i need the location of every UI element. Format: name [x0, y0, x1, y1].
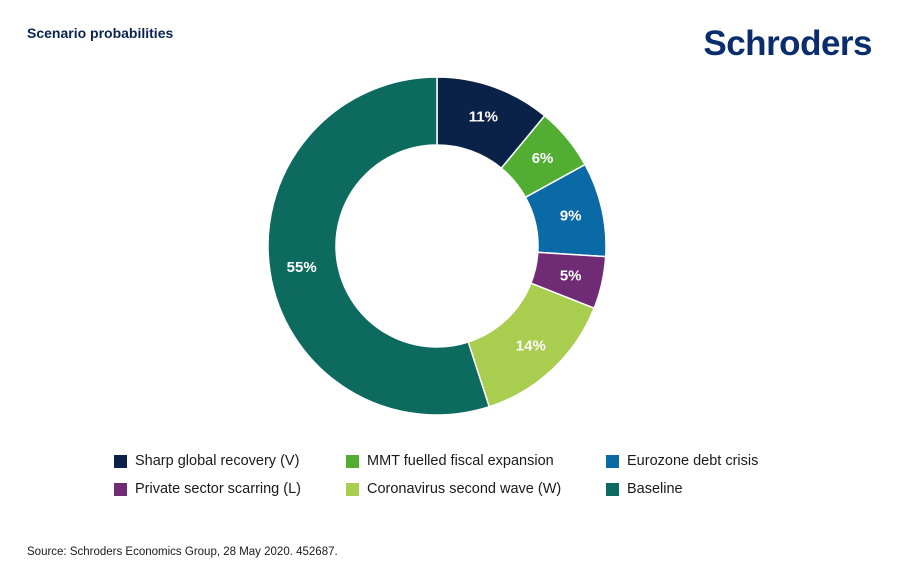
legend-swatch: [606, 482, 619, 496]
slice-label-5: 55%: [287, 259, 317, 276]
legend-swatch: [114, 482, 127, 496]
legend-item-baseline: Baseline: [606, 481, 683, 497]
chart-title: Scenario probabilities: [27, 25, 174, 41]
legend-label: Eurozone debt crisis: [627, 453, 759, 469]
source-note: Source: Schroders Economics Group, 28 Ma…: [27, 546, 338, 558]
donut-chart: 11% 6% 9% 5% 14% 55%: [267, 76, 607, 416]
legend-item-coronavirus-second-wave: Coronavirus second wave (W): [346, 481, 561, 497]
legend-label: MMT fuelled fiscal expansion: [367, 453, 554, 469]
schroders-logo: Schroders: [703, 24, 872, 63]
legend-item-mmt-fiscal-expansion: MMT fuelled fiscal expansion: [346, 453, 554, 469]
legend-label: Baseline: [627, 481, 683, 497]
legend-swatch: [114, 454, 127, 468]
legend-item-sharp-global-recovery: Sharp global recovery (V): [114, 453, 299, 469]
donut-slice-5: [267, 76, 491, 416]
slice-label-1: 6%: [532, 150, 554, 167]
legend-label: Coronavirus second wave (W): [367, 481, 562, 497]
legend-swatch: [346, 454, 359, 468]
slice-label-3: 5%: [560, 267, 582, 284]
slice-label-0: 11%: [469, 109, 498, 126]
slice-label-2: 9%: [560, 208, 582, 225]
legend-label: Private sector scarring (L): [135, 481, 301, 497]
legend-item-private-sector-scarring: Private sector scarring (L): [114, 481, 301, 497]
legend-swatch: [606, 454, 619, 468]
legend-item-eurozone-debt-crisis: Eurozone debt crisis: [606, 453, 758, 469]
legend-swatch: [346, 482, 359, 496]
legend-label: Sharp global recovery (V): [135, 453, 300, 469]
slice-label-4: 14%: [516, 337, 546, 354]
